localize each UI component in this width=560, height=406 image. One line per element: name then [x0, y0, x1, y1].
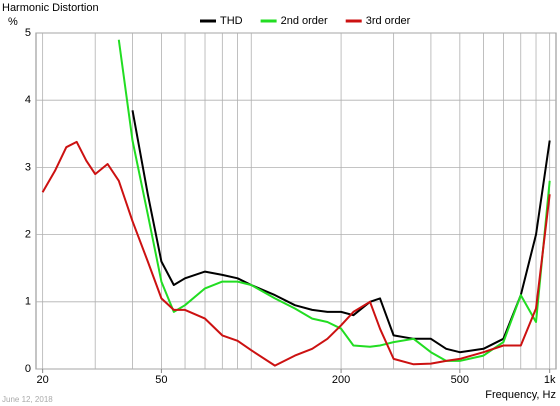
- series-line: [131, 110, 551, 354]
- y-tick-label: 5: [25, 27, 31, 39]
- footnote: June 12, 2018: [2, 395, 53, 404]
- legend-label: THD: [220, 15, 243, 27]
- y-tick-label: 4: [25, 94, 31, 106]
- y-tick-label: 0: [25, 363, 31, 375]
- y-tick-label: 2: [25, 229, 31, 241]
- x-tick-label: 20: [37, 374, 49, 386]
- x-tick-label: 500: [451, 374, 469, 386]
- x-axis-label: Frequency, Hz: [485, 389, 556, 401]
- y-tick-label: 3: [25, 161, 31, 173]
- series-line: [117, 39, 551, 362]
- x-tick-label: 200: [332, 374, 350, 386]
- series-group: [41, 39, 551, 367]
- plot-area: [35, 32, 557, 370]
- chart-title: Harmonic Distortion: [2, 2, 99, 14]
- legend-label: 3rd order: [366, 15, 411, 27]
- x-tick-label: 1k: [544, 374, 556, 386]
- y-tick-label: 1: [25, 296, 31, 308]
- legend-label: 2nd order: [281, 15, 328, 27]
- series-line: [41, 140, 551, 367]
- x-tick-label: 50: [155, 374, 167, 386]
- y-axis-label: %: [8, 16, 18, 28]
